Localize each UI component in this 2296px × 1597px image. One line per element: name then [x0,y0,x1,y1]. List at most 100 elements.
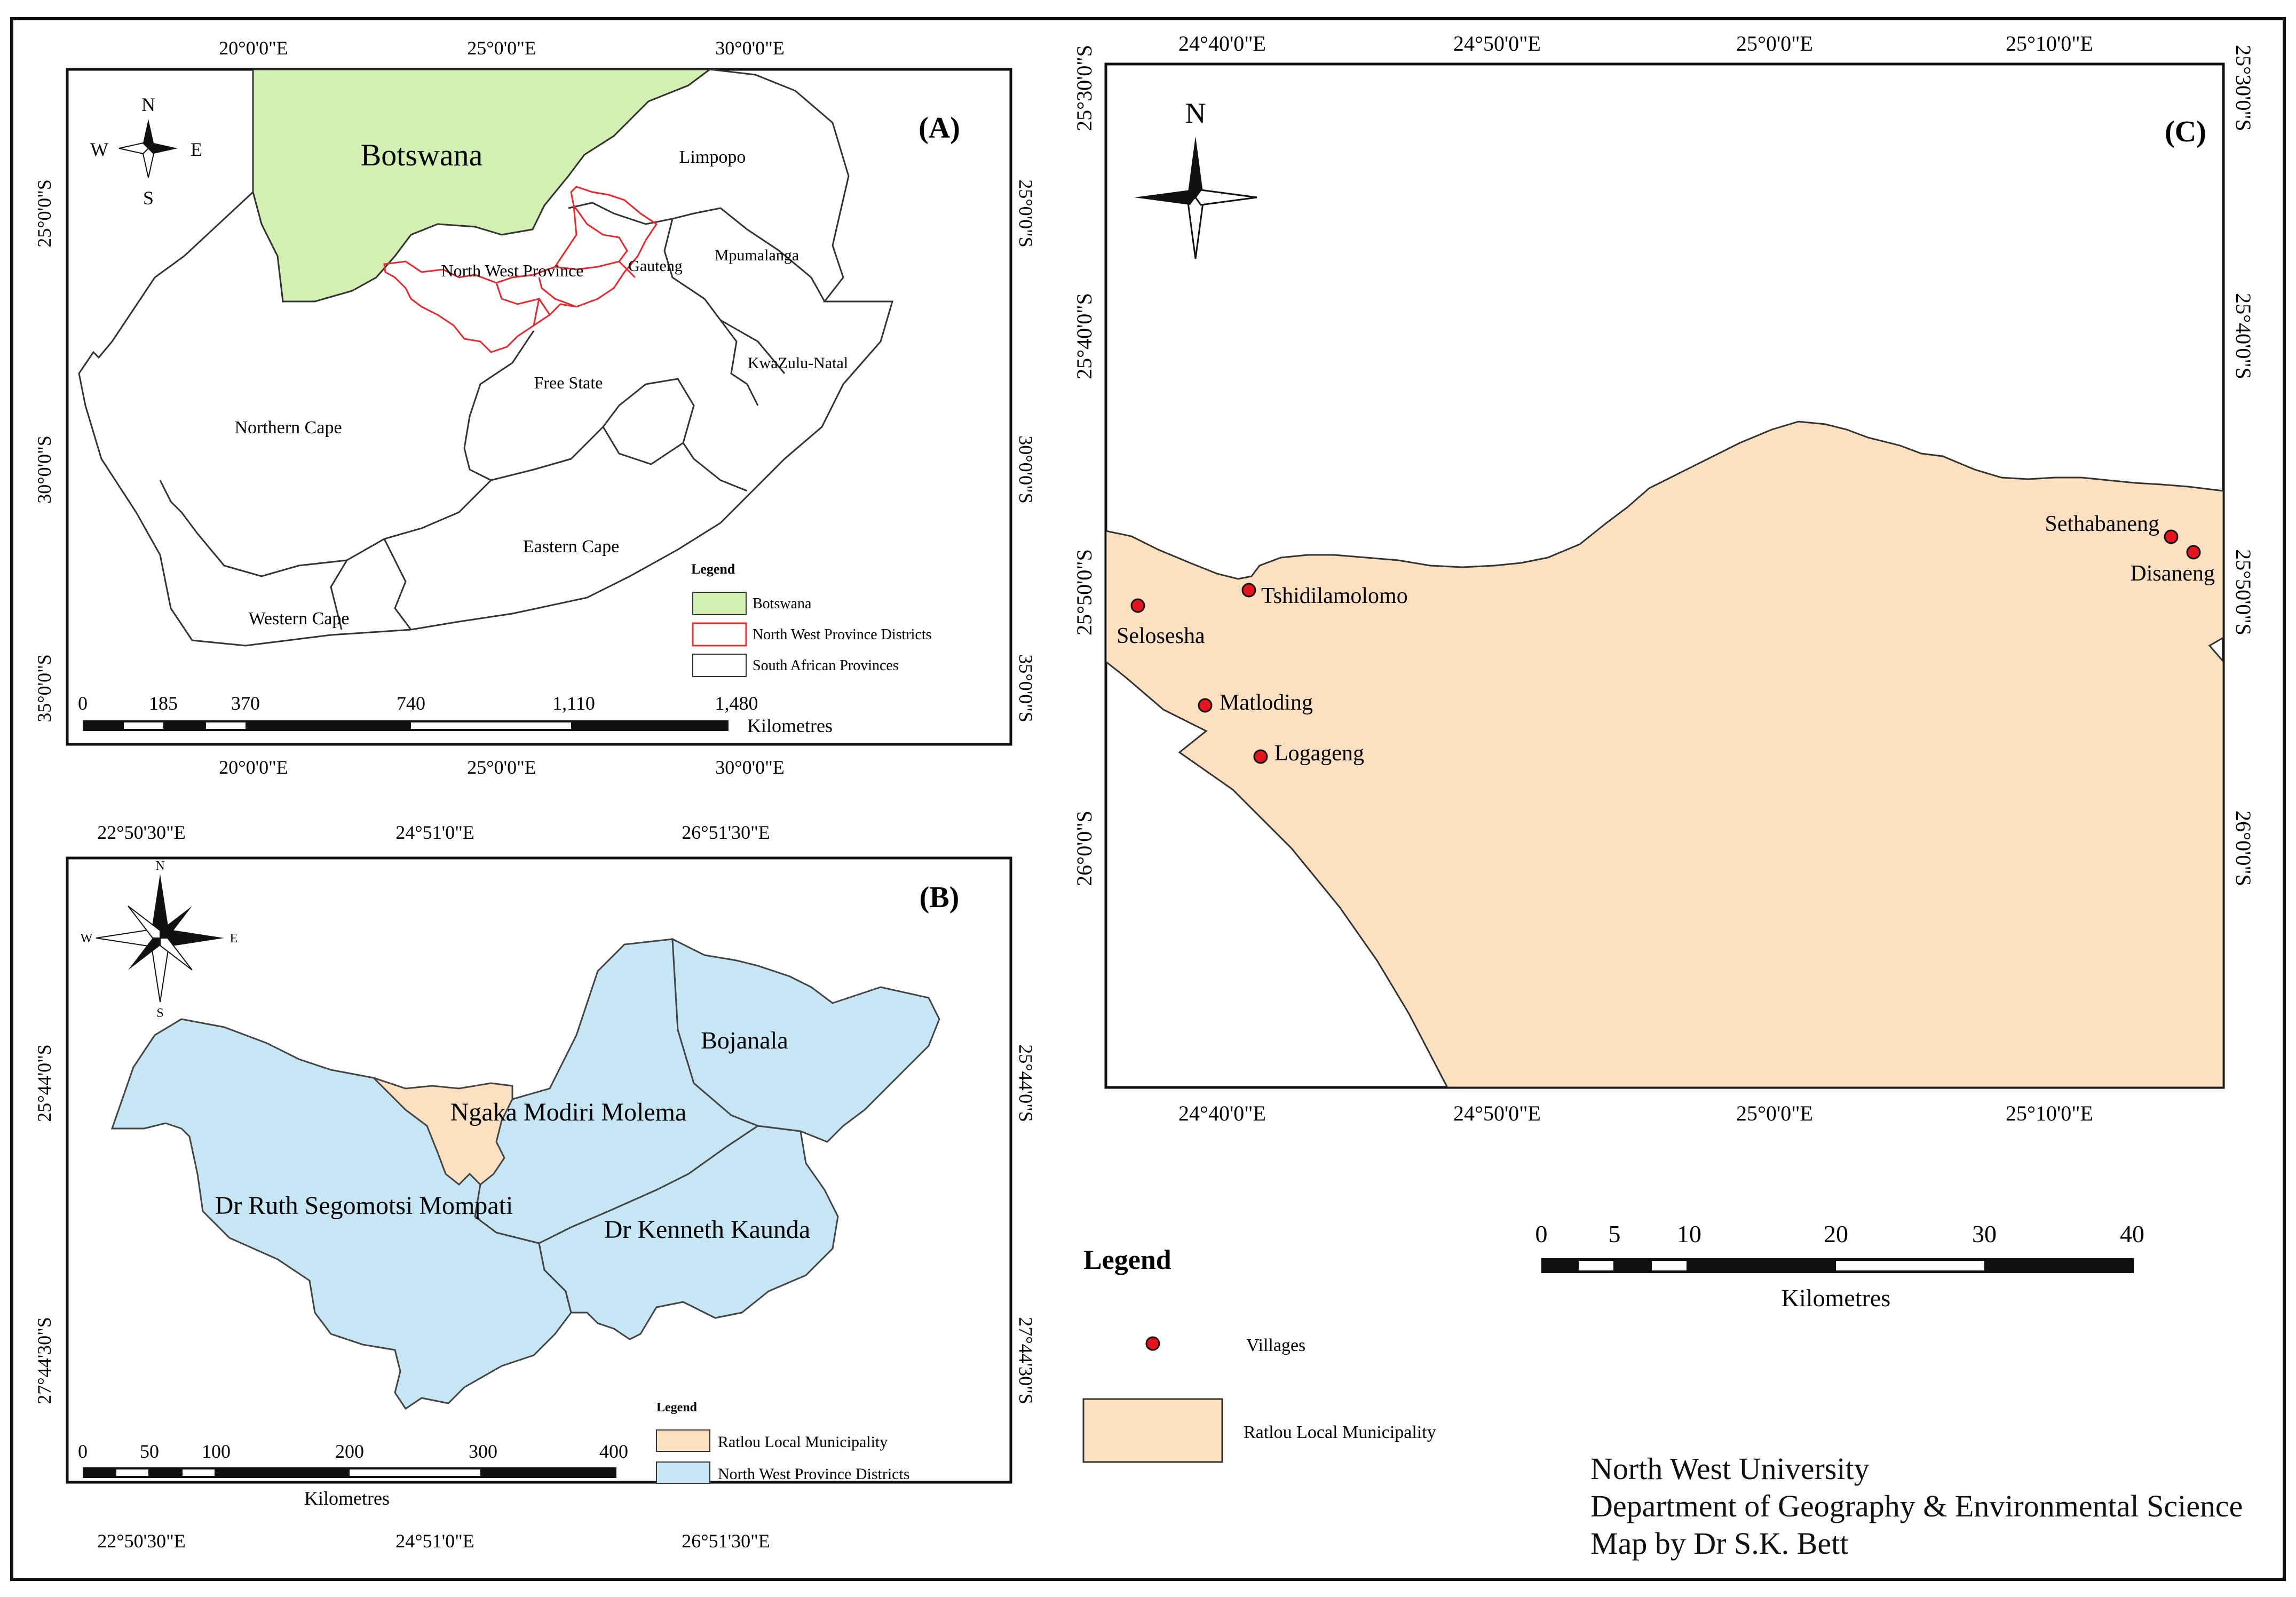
legend-swatch-ratlou-c [1082,1398,1223,1463]
svg-text:Kilometres: Kilometres [747,715,833,736]
north-arrow-icon: N S E W [90,94,202,209]
credit-author: Map by Dr S.K. Bett [1590,1526,1849,1561]
svg-text:25°10'0"E: 25°10'0"E [2006,1101,2093,1125]
panel-a-legend: Legend Botswana North West Province Dist… [691,561,932,677]
svg-text:30°0'0"E: 30°0'0"E [715,37,785,59]
eastern-cape-label: Eastern Cape [523,537,619,557]
compass-rose-icon: N S E W [81,859,238,1020]
panel-c-scalebar: 0 5 10 20 30 40 Kilometres [1535,1220,2145,1312]
svg-text:25°0'0"S: 25°0'0"S [34,179,55,248]
nw-province-districts [383,186,658,353]
svg-text:185: 185 [149,693,178,714]
south-africa-outline [78,69,894,647]
outer-frame [10,17,2286,1581]
svg-text:25°0'0"E: 25°0'0"E [1736,31,1813,55]
svg-text:1,110: 1,110 [552,693,595,714]
svg-text:35°0'0"S: 35°0'0"S [1015,654,1036,722]
svg-text:200: 200 [335,1441,364,1462]
village-label-matloding: Matloding [1220,690,1313,715]
province-boundaries [159,202,826,630]
legend-swatch-nw-districts-blue [656,1461,710,1484]
svg-text:300: 300 [469,1441,497,1462]
svg-text:Ratlou Local Municipality: Ratlou Local Municipality [718,1433,888,1451]
svg-text:25°10'0"E: 25°10'0"E [2006,31,2093,55]
panel-c-legend: Legend Villages Ratlou Local Municipalit… [1082,1245,1436,1463]
panel-c-graticule: 24°40'0"E 24°50'0"E 25°0'0"E 25°10'0"E 2… [1072,31,2255,1125]
svg-text:22°50'30"E: 22°50'30"E [97,1530,186,1552]
svg-text:E: E [191,139,202,160]
credit-university: North West University [1590,1451,1870,1486]
svg-text:24°50'0"E: 24°50'0"E [1453,1101,1541,1125]
svg-text:50: 50 [140,1441,159,1462]
svg-text:25°40'0"S: 25°40'0"S [1072,293,1096,379]
svg-text:30°0'0"S: 30°0'0"S [34,435,55,504]
svg-text:Legend: Legend [691,561,735,577]
dr-kenneth-kaunda-label: Dr Kenneth Kaunda [604,1215,811,1244]
svg-text:24°40'0"E: 24°40'0"E [1178,1101,1266,1125]
svg-text:25°50'0"S: 25°50'0"S [2231,549,2255,635]
svg-text:25°44'0"S: 25°44'0"S [34,1044,55,1122]
svg-text:25°50'0"S: 25°50'0"S [1072,549,1096,635]
svg-text:N: N [141,94,155,115]
svg-text:20°0'0"E: 20°0'0"E [219,757,288,778]
svg-text:5: 5 [1609,1220,1621,1248]
mpumalanga-label: Mpumalanga [715,247,799,264]
panel-c: Tshidilamolomo Selosesha Matloding Logag… [1072,31,2255,1125]
svg-text:W: W [81,932,93,946]
svg-text:20°0'0"E: 20°0'0"E [219,37,288,59]
bojanala-label: Bojanala [701,1027,788,1054]
panel-b: (B) Bojanala Ngaka Modiri Molema Dr Ruth… [34,822,1036,1552]
svg-text:25°40'0"S: 25°40'0"S [2231,293,2255,379]
svg-text:24°51'0"E: 24°51'0"E [395,822,474,843]
svg-text:25°0'0"S: 25°0'0"S [1015,179,1036,248]
village-marker-selosesha [1130,598,1145,613]
svg-text:0: 0 [78,1441,88,1462]
svg-text:26°51'30"E: 26°51'30"E [682,1530,770,1552]
svg-text:North West Province Districts: North West Province Districts [718,1465,910,1483]
svg-text:North West Province Districts: North West Province Districts [753,626,932,643]
svg-text:25°30'0"S: 25°30'0"S [2231,45,2255,131]
svg-text:20: 20 [1824,1220,1848,1248]
village-label-sethabaneng: Sethabaneng [2045,512,2159,536]
svg-text:S: S [156,1006,163,1020]
svg-text:Botswana: Botswana [753,595,812,612]
svg-text:E: E [230,932,238,946]
western-cape-label: Western Cape [249,609,350,629]
svg-text:26°51'30"E: 26°51'30"E [682,822,770,843]
svg-text:South African Provinces: South African Provinces [753,657,899,674]
svg-text:740: 740 [397,693,425,714]
panel-a-graticule: 20°0'0"E 25°0'0"E 30°0'0"E 20°0'0"E 25°0… [34,37,1036,778]
svg-text:25°0'0"E: 25°0'0"E [467,757,536,778]
svg-text:1,480: 1,480 [715,693,758,714]
panel-b-legend: Legend Ratlou Local Municipality North W… [656,1401,910,1484]
svg-text:22°50'30"E: 22°50'30"E [97,822,186,843]
svg-text:27°44'30"S: 27°44'30"S [34,1317,55,1404]
village-label-tshidilamolomo: Tshidilamolomo [1261,584,1408,608]
dr-ruth-segomotsi-mompati-label: Dr Ruth Segomotsi Mompati [215,1191,513,1220]
village-marker-logageng [1253,749,1268,764]
svg-text:25°0'0"E: 25°0'0"E [1736,1101,1813,1125]
village-marker-tshidilamolomo [1241,583,1256,598]
svg-text:Kilometres: Kilometres [304,1488,390,1509]
svg-text:24°50'0"E: 24°50'0"E [1453,31,1541,55]
svg-text:W: W [90,139,108,160]
svg-text:Ratlou Local Municipality: Ratlou Local Municipality [1244,1423,1436,1442]
district-bojanala [671,937,940,1143]
svg-text:Legend: Legend [1083,1245,1171,1275]
panel-a-scalebar: 0 185 370 740 1,110 1,480 Kilometres [78,693,833,736]
svg-text:Villages: Villages [1246,1336,1305,1355]
village-marker-sethabaneng [2164,529,2179,544]
kwazulu-natal-label: KwaZulu-Natal [748,354,848,372]
svg-text:N: N [155,859,164,873]
svg-text:24°51'0"E: 24°51'0"E [395,1530,474,1552]
svg-text:27°44'30"S: 27°44'30"S [1015,1317,1036,1404]
svg-text:100: 100 [202,1441,231,1462]
ratlou-municipality-polygon [373,1077,513,1186]
villages-layer: Tshidilamolomo Selosesha Matloding Logag… [1117,512,2215,766]
legend-village-marker [1145,1336,1160,1351]
svg-text:400: 400 [599,1441,628,1462]
svg-text:30°0'0"E: 30°0'0"E [715,757,785,778]
gauteng-label: Gauteng [628,257,683,275]
svg-text:26°0'0"S: 26°0'0"S [2231,811,2255,886]
legend-swatch-botswana [692,592,747,615]
